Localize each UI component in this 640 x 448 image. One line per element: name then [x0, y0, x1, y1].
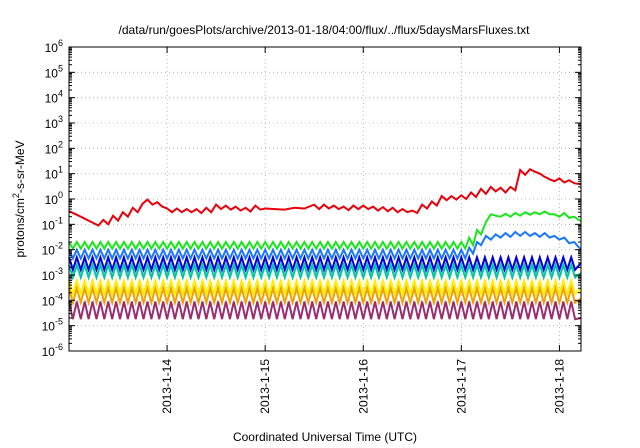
- x-tick-label: 2013-1-15: [258, 359, 272, 414]
- y-tick-label: 103: [45, 114, 63, 131]
- series-line-7: [68, 284, 582, 307]
- y-tick-base: 10: [45, 168, 59, 182]
- y-axis-label: protons/cm2-s-sr-MeV: [11, 140, 27, 257]
- y-tick-base: 10: [45, 142, 59, 156]
- series-lines: [68, 167, 582, 321]
- y-tick-exponent: 3: [58, 114, 63, 124]
- y-tick-exponent: -6: [55, 342, 63, 352]
- series-line-4: [68, 253, 582, 274]
- x-tick-label: 2013-1-16: [356, 359, 370, 414]
- series-line-2: [68, 210, 582, 251]
- y-tick-base: 10: [42, 269, 56, 283]
- y-tick-exponent: 2: [58, 139, 63, 149]
- y-tick-label: 10-2: [42, 241, 63, 258]
- y-tick-label: 10-5: [42, 317, 63, 334]
- y-axis-label-pre: protons/cm: [13, 198, 27, 257]
- series-line-1: [68, 167, 582, 227]
- y-tick-exponent: 5: [58, 63, 63, 73]
- y-tick-exponent: -1: [55, 215, 63, 225]
- y-tick-exponent: -2: [55, 241, 63, 251]
- y-tick-label: 106: [45, 38, 63, 55]
- x-axis-label: Coordinated Universal Time (UTC): [233, 430, 417, 444]
- y-tick-exponent: -3: [55, 266, 63, 276]
- y-tick-base: 10: [45, 66, 59, 80]
- y-tick-label: 10-3: [42, 266, 63, 283]
- y-tick-exponent: -4: [55, 291, 63, 301]
- series-line-8: [68, 301, 582, 321]
- y-tick-base: 10: [45, 41, 59, 55]
- y-tick-exponent: -5: [55, 317, 63, 327]
- y-axis-label-sup: 2: [11, 193, 21, 198]
- x-tick-label: 2013-1-17: [454, 359, 468, 414]
- y-tick-base: 10: [45, 193, 59, 207]
- y-tick-base: 10: [42, 218, 56, 232]
- series-line-3: [68, 230, 582, 262]
- y-tick-label: 105: [45, 63, 63, 80]
- y-tick-label: 101: [45, 165, 63, 182]
- y-tick-label: 10-4: [42, 291, 63, 308]
- y-tick-label: 10-1: [42, 215, 63, 232]
- y-axis-label-post: -s-sr-MeV: [13, 140, 27, 193]
- series-line-6: [68, 277, 582, 298]
- y-tick-base: 10: [42, 244, 56, 258]
- y-tick-base: 10: [42, 294, 56, 308]
- y-tick-exponent: 1: [58, 165, 63, 175]
- x-axis: 2013-1-14 2013-1-15 2013-1-16 2013-1-17 2013…: [160, 47, 566, 414]
- y-tick-label: 10-6: [42, 342, 63, 359]
- y-tick-exponent: 6: [58, 38, 63, 48]
- y-tick-label: 102: [45, 139, 63, 156]
- y-tick-base: 10: [42, 320, 56, 334]
- series-line-5: [68, 261, 582, 281]
- x-tick-label: 2013-1-18: [552, 359, 566, 414]
- y-axis: 10-610-510-410-310-210-11001011021031041…: [42, 38, 581, 359]
- y-tick-exponent: 0: [58, 190, 63, 200]
- x-tick-label: 2013-1-14: [160, 359, 174, 414]
- y-tick-base: 10: [45, 117, 59, 131]
- y-tick-exponent: 4: [58, 89, 63, 99]
- y-tick-label: 100: [45, 190, 63, 207]
- y-tick-base: 10: [45, 92, 59, 106]
- y-tick-label: 104: [45, 89, 63, 106]
- chart-title: /data/run/goesPlots/archive/2013-01-18/0…: [119, 23, 531, 37]
- y-tick-base: 10: [42, 345, 56, 359]
